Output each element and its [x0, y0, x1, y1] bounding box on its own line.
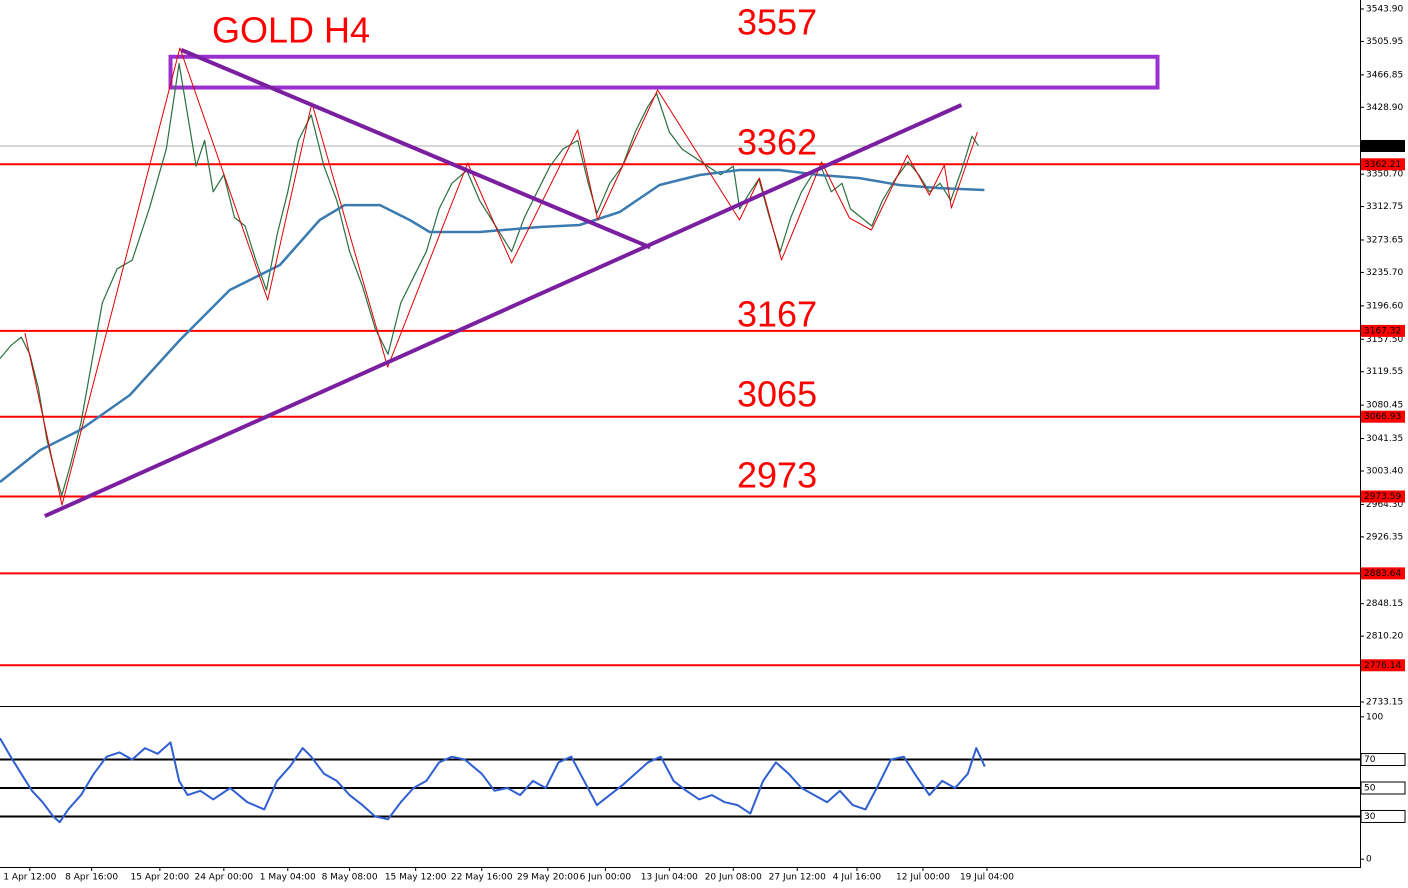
level-label-box [1360, 809, 1406, 823]
level-label-box [1361, 410, 1405, 423]
panel: 3543.90 3505.95 3466.85 3428.90 3350.70 3312.… [0, 2, 1405, 708]
x-tick-label: 19 Jul 04:00 [960, 873, 1014, 883]
x-tick-label: 29 May 20:00 [517, 873, 579, 883]
annotation: 3362 [737, 122, 817, 163]
level-label: 3383.63 [1364, 141, 1401, 151]
level-label: 3362.21 [1364, 160, 1401, 170]
level-label-box [1361, 158, 1405, 171]
y-tick-label: 3505.95 [1366, 37, 1403, 47]
level-label: 2973.59 [1364, 492, 1401, 502]
level-label: 50 [1364, 783, 1376, 793]
y-tick-label: 2926.35 [1366, 532, 1403, 542]
level-label: 3167.32 [1364, 326, 1401, 336]
x-tick-label: 1 May 04:00 [260, 873, 316, 883]
y-tick-label: 3543.90 [1366, 4, 1403, 14]
x-tick-label: 6 Jun 00:00 [580, 873, 632, 883]
x-tick-label: 8 May 08:00 [322, 873, 378, 883]
level-label-box [1360, 753, 1406, 767]
y-tick-label: 3466.85 [1366, 70, 1403, 80]
y-tick-label: 2964.30 [1366, 500, 1403, 510]
data-line [0, 737, 986, 824]
x-tick-label: 15 Apr 20:00 [131, 873, 190, 883]
y-tick-label: 3041.35 [1366, 434, 1403, 444]
y-tick-label: 3428.90 [1366, 103, 1403, 113]
trendline [180, 48, 651, 250]
level-label-box [1361, 659, 1405, 672]
level-label-box [1361, 324, 1405, 337]
y-tick-label: 2733.15 [1366, 698, 1403, 708]
y-tick-label: 3312.75 [1366, 202, 1403, 212]
plot-area [0, 47, 1360, 667]
y-tick-label: 2848.15 [1366, 599, 1403, 609]
y-tick-label: 3119.55 [1366, 367, 1403, 377]
y-tick-label: 0 [1366, 855, 1372, 865]
level-label-box [1361, 139, 1405, 152]
x-tick-label: 22 May 16:00 [451, 873, 513, 883]
x-tick-label: 13 Jun 04:00 [641, 873, 698, 883]
level-label: 2883.64 [1364, 569, 1401, 579]
level-label-box [1360, 781, 1406, 795]
annotation: 3557 [737, 2, 817, 43]
plot-area [0, 737, 1360, 824]
y-tick-label: 3003.40 [1366, 467, 1403, 477]
x-tick-label: 27 Jun 12:00 [769, 873, 826, 883]
x-tick-label: 4 Jul 16:00 [833, 873, 882, 883]
y-tick-label: 3350.70 [1366, 170, 1403, 180]
y-tick-label: 3080.45 [1366, 401, 1403, 411]
x-tick-label: 20 Jun 08:00 [705, 873, 762, 883]
trendline [43, 103, 963, 518]
x-tick-label: 24 Apr 00:00 [194, 873, 253, 883]
level-label: 2776.14 [1364, 661, 1401, 671]
x-tick-label: 1 Apr 12:00 [3, 873, 56, 883]
level-label: 30 [1364, 812, 1376, 822]
annotation: 3167 [737, 294, 817, 335]
y-tick-label: 3157.50 [1366, 335, 1403, 345]
level-label: 3066.93 [1364, 412, 1401, 422]
y-tick-label: 3235.70 [1366, 268, 1403, 278]
x-tick-label: 12 Jul 00:00 [896, 873, 950, 883]
annotation: 2973 [737, 455, 817, 496]
annotation: 3065 [737, 374, 817, 415]
x-tick-label: 15 May 12:00 [385, 873, 447, 883]
y-tick-label: 2810.20 [1366, 632, 1403, 642]
y-tick-label: 100 [1366, 712, 1383, 722]
level-label: 70 [1364, 755, 1376, 765]
panel: 100 0 1 Apr 12:00 8 Apr 16:00 15 Apr 20:00 24… [0, 712, 1406, 883]
x-tick-label: 8 Apr 16:00 [65, 873, 118, 883]
level-label-box [1361, 567, 1405, 580]
y-tick-label: 3196.60 [1366, 301, 1403, 311]
data-line [24, 47, 978, 506]
level-label-box [1361, 490, 1405, 503]
y-tick-label: 3273.65 [1366, 235, 1403, 245]
zone [168, 54, 1160, 90]
data-line [0, 168, 985, 483]
annotation: GOLD H4 [212, 10, 370, 51]
